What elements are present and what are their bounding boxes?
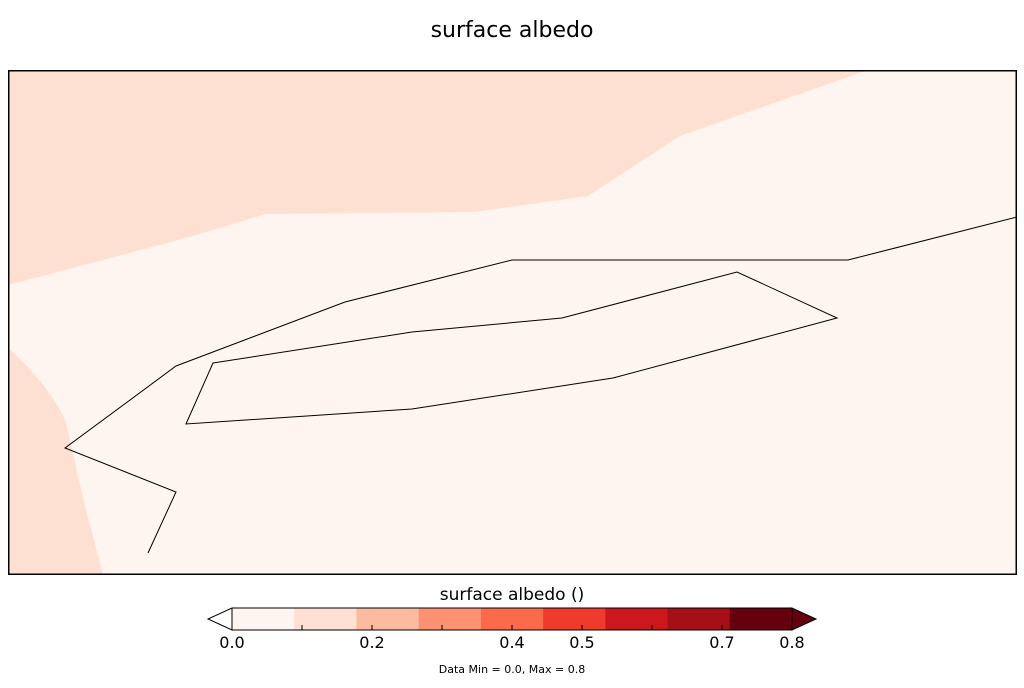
data-min-max-text: Data Min = 0.0, Max = 0.8 — [438, 663, 586, 676]
colorbar-tick-label: 0.0 — [219, 633, 245, 652]
map-panel — [8, 70, 1017, 575]
colorbar-segment — [543, 608, 606, 630]
albedo-region-bottom-left — [8, 348, 103, 575]
colorbar-tick-label: 0.5 — [569, 633, 595, 652]
colorbar-title: surface albedo () — [439, 585, 585, 605]
coastline-inner — [185, 271, 839, 425]
colorbar-under-arrow — [206, 607, 233, 631]
colorbar-tick-label: 0.7 — [709, 633, 735, 652]
albedo-region-top — [8, 70, 868, 285]
colorbar-segment — [356, 608, 420, 630]
map-frame-border — [8, 70, 1017, 575]
colorbar-segment — [294, 608, 357, 630]
colorbar-segment — [729, 608, 793, 630]
coastline-outer — [63, 216, 1017, 554]
colorbar-tick-label: 0.2 — [359, 633, 385, 652]
colorbar-segment — [667, 608, 731, 630]
colorbar-svg — [206, 607, 818, 631]
map-svg — [8, 70, 1017, 575]
colorbar-segment — [232, 608, 295, 630]
colorbar-over-arrow — [791, 607, 818, 631]
colorbar-segment — [480, 608, 544, 630]
colorbar-tick-label: 0.8 — [779, 633, 805, 652]
colorbar-segment — [605, 608, 669, 630]
colorbar — [200, 604, 824, 644]
colorbar-segment — [418, 608, 482, 630]
plot-title: surface albedo — [430, 18, 594, 43]
colorbar-tick-label: 0.4 — [499, 633, 525, 652]
